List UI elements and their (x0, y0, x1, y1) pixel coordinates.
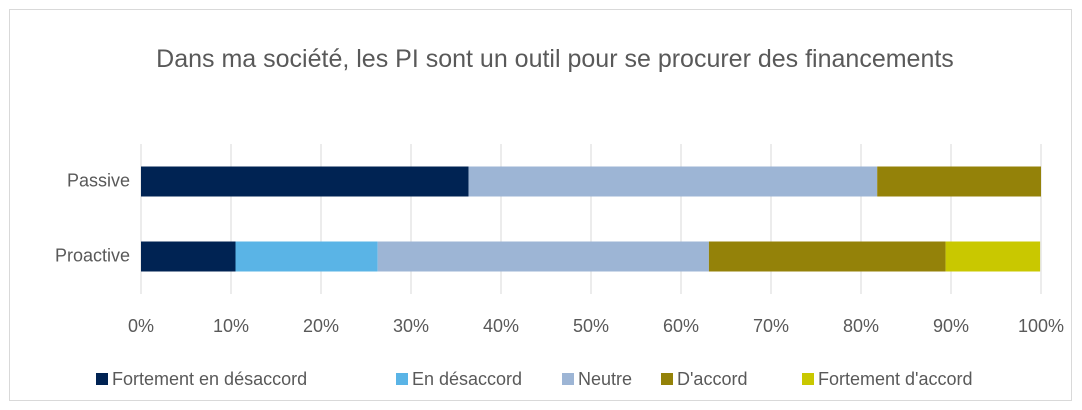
bar-segment (945, 241, 1041, 272)
x-tick-label: 30% (393, 316, 429, 336)
bar-segment (141, 241, 236, 272)
x-tick-label: 50% (573, 316, 609, 336)
x-tick-label: 70% (753, 316, 789, 336)
legend-swatch (802, 373, 814, 385)
bar-segment (377, 241, 709, 272)
bar-segment (877, 166, 1041, 197)
x-tick-label: 10% (213, 316, 249, 336)
x-tick-label: 20% (303, 316, 339, 336)
x-tick-label: 90% (933, 316, 969, 336)
bar-segment (235, 241, 378, 272)
legend-label: Fortement d'accord (818, 369, 973, 389)
legend-swatch (396, 373, 408, 385)
y-tick-label: Proactive (55, 245, 130, 265)
legend-swatch (562, 373, 574, 385)
legend-label: D'accord (677, 369, 747, 389)
y-tick-label: Passive (67, 170, 130, 190)
bar-segment (708, 241, 946, 272)
legend-label: Neutre (578, 369, 632, 389)
x-tick-label: 60% (663, 316, 699, 336)
bar-segment (141, 166, 469, 197)
legend-label: En désaccord (412, 369, 522, 389)
chart-border (9, 9, 1072, 401)
x-tick-label: 100% (1018, 316, 1064, 336)
x-tick-label: 40% (483, 316, 519, 336)
legend-label: Fortement en désaccord (112, 369, 307, 389)
legend-swatch (661, 373, 673, 385)
chart-title: Dans ma société, les PI sont un outil po… (156, 45, 954, 73)
bar-segment (468, 166, 878, 197)
x-tick-label: 80% (843, 316, 879, 336)
x-tick-label: 0% (128, 316, 154, 336)
legend-swatch (96, 373, 108, 385)
